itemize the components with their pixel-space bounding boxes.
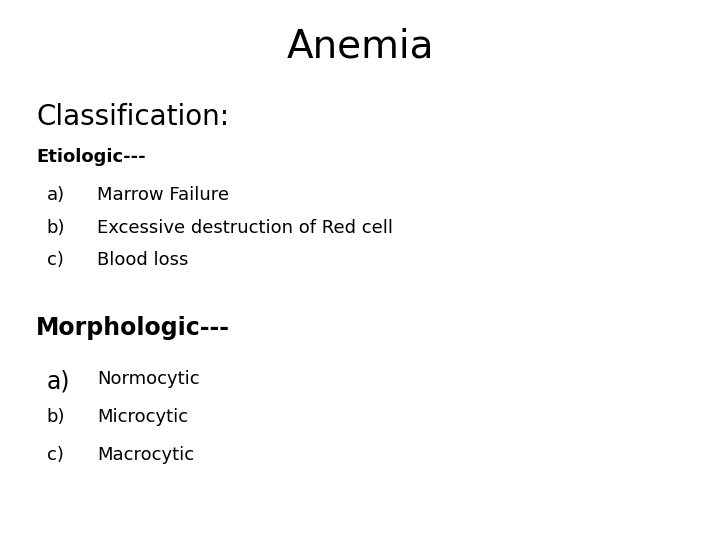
Text: b): b) xyxy=(47,408,66,426)
Text: Normocytic: Normocytic xyxy=(97,370,200,388)
Text: Marrow Failure: Marrow Failure xyxy=(97,186,229,204)
Text: a): a) xyxy=(47,186,65,204)
Text: Morphologic---: Morphologic--- xyxy=(36,316,230,340)
Text: b): b) xyxy=(47,219,66,237)
Text: Etiologic---: Etiologic--- xyxy=(36,148,145,166)
Text: Excessive destruction of Red cell: Excessive destruction of Red cell xyxy=(97,219,393,237)
Text: Anemia: Anemia xyxy=(287,27,433,65)
Text: Blood loss: Blood loss xyxy=(97,251,189,269)
Text: c): c) xyxy=(47,251,63,269)
Text: c): c) xyxy=(47,446,63,463)
Text: a): a) xyxy=(47,370,71,394)
Text: Classification:: Classification: xyxy=(36,103,229,131)
Text: Microcytic: Microcytic xyxy=(97,408,189,426)
Text: Macrocytic: Macrocytic xyxy=(97,446,194,463)
